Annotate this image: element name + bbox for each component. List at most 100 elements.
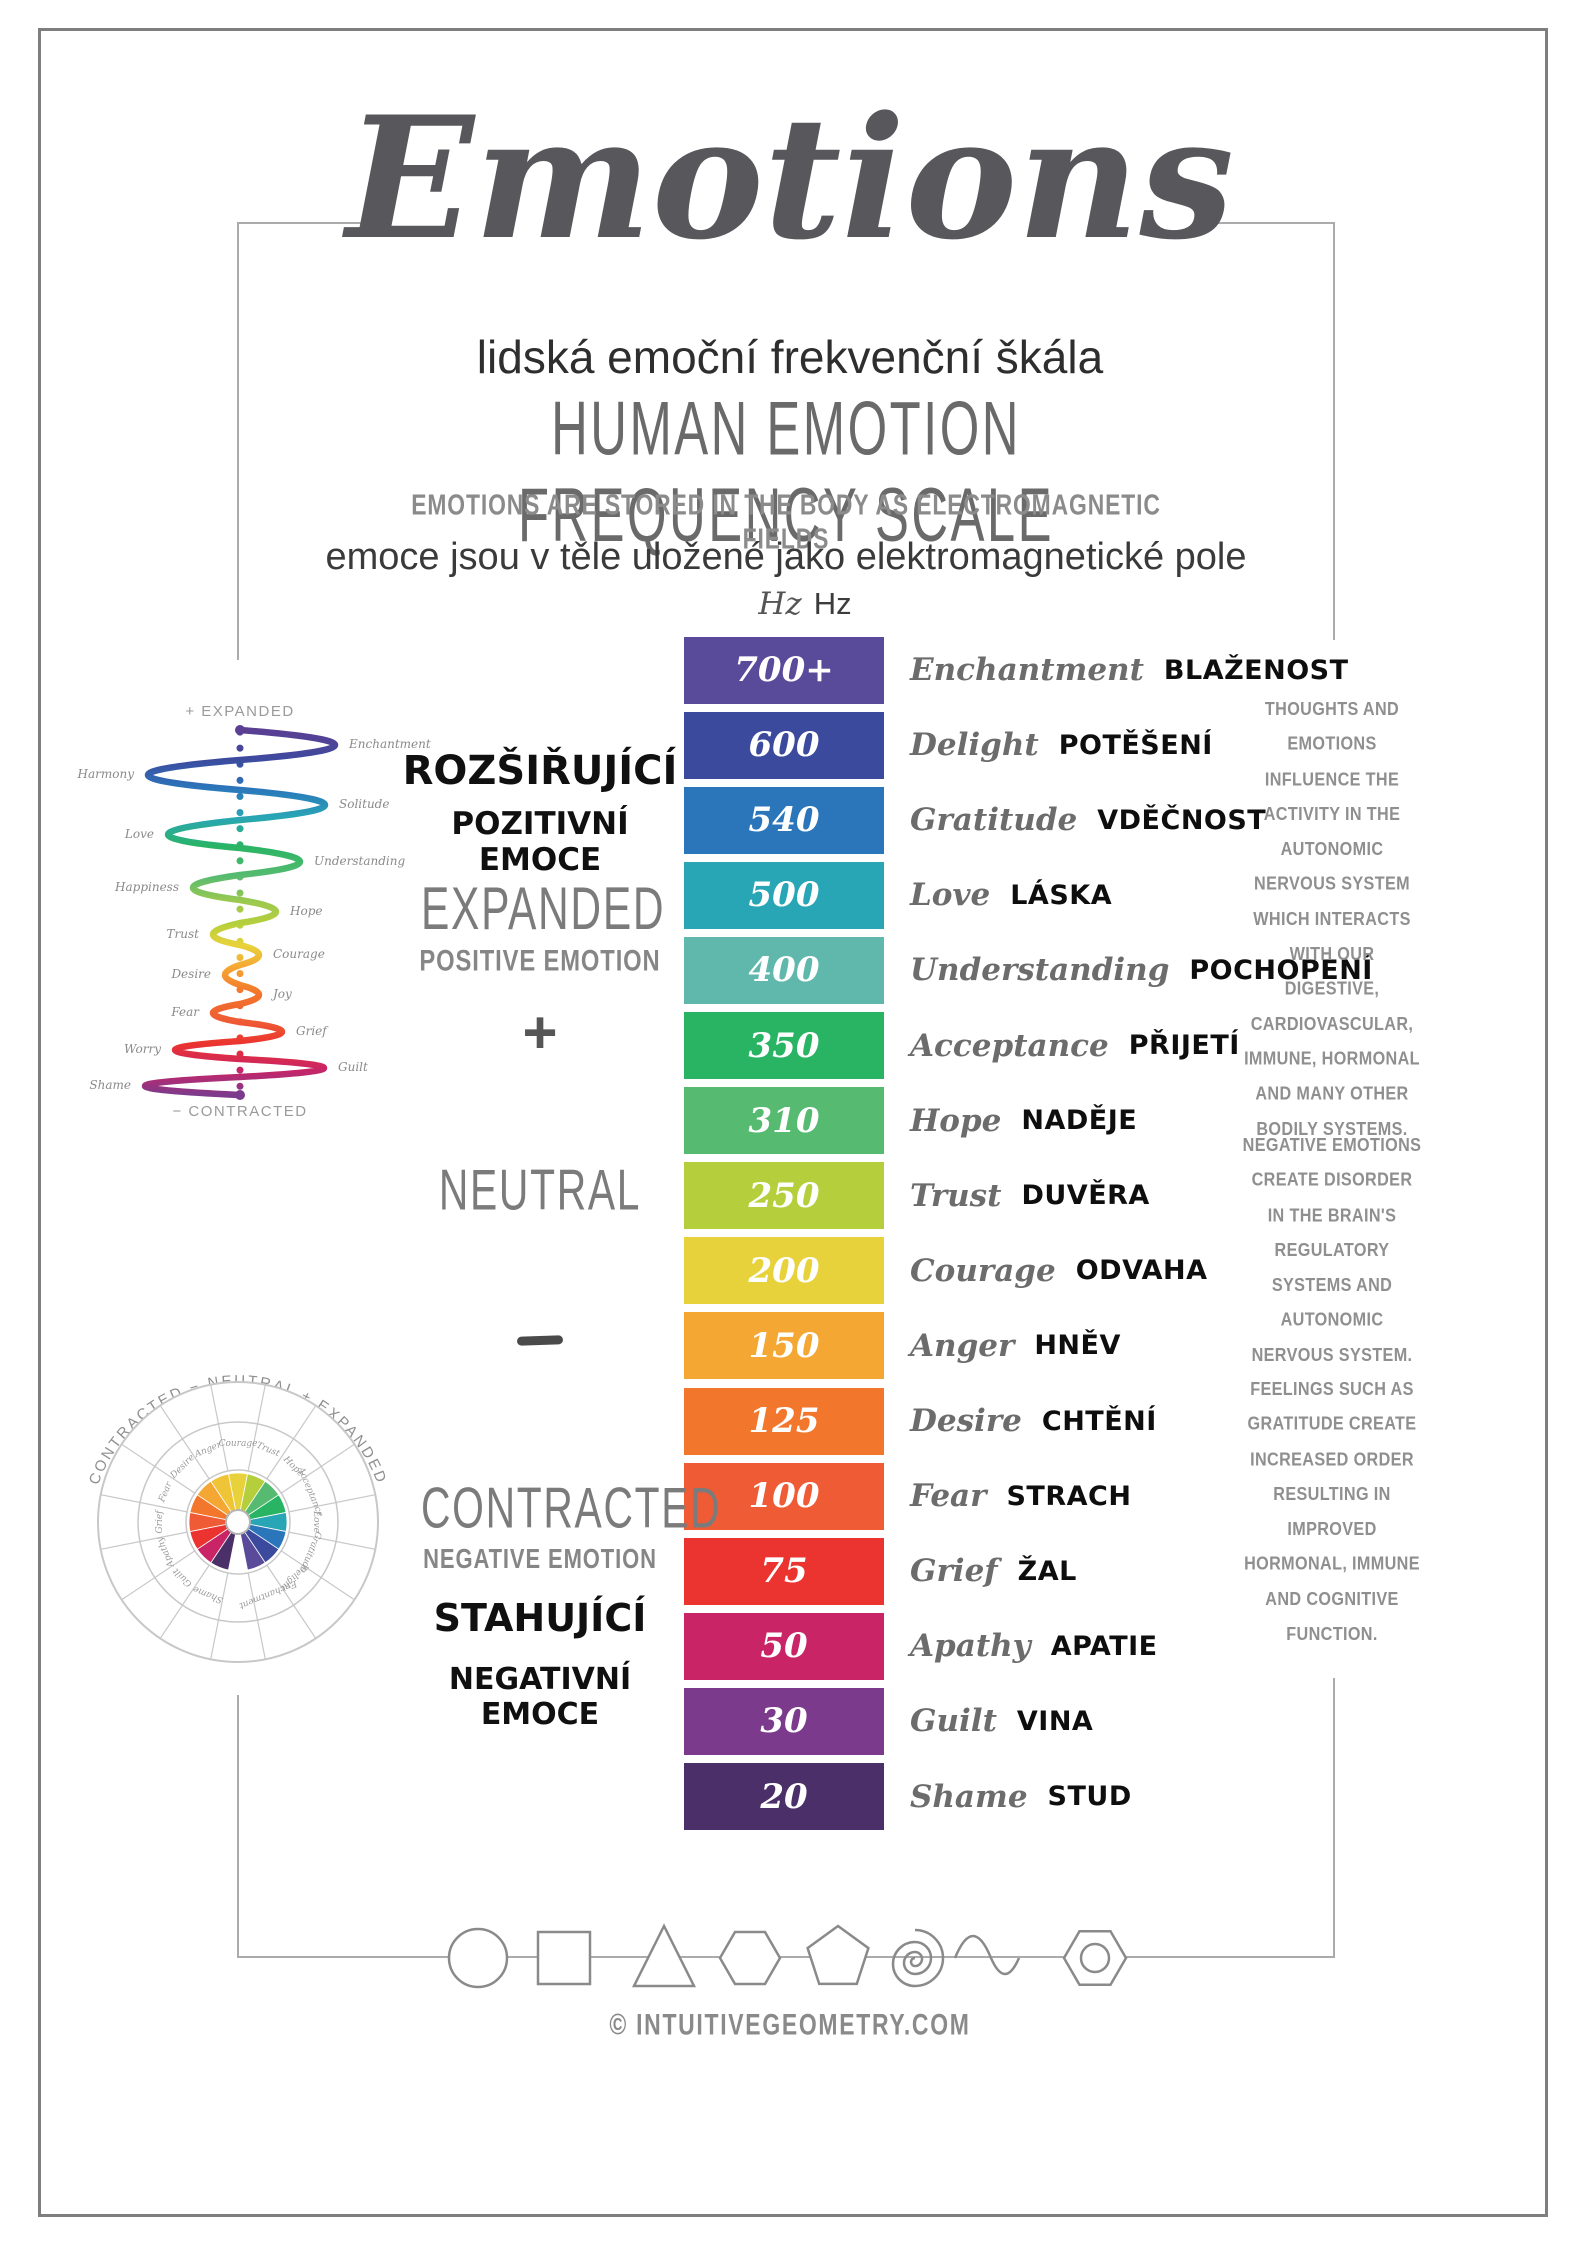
- emotion-czech: APATIE: [1050, 1630, 1158, 1662]
- scale-row: 50 Apathy APATIE: [684, 1612, 1158, 1680]
- emotion-english: Love: [910, 877, 991, 914]
- svg-text:Grief: Grief: [155, 1509, 165, 1534]
- frequency-value: 20: [760, 1776, 808, 1817]
- scale-row: 125 Desire CHTĚNÍ: [684, 1387, 1157, 1455]
- subtitle-czech: lidská emoční frekvenční škála: [476, 331, 1104, 383]
- scale-row: 250 Trust DUVĚRA: [684, 1162, 1150, 1230]
- scale-row: 150 Anger HNĚV: [684, 1312, 1121, 1380]
- svg-text:Courage: Courage: [273, 947, 325, 961]
- emotion-czech: ŽAL: [1017, 1555, 1077, 1587]
- spiral-emotion-labels: Enchantment Harmony Solitude Love Understand…: [77, 737, 431, 1092]
- info-paragraph-3: FEELINGS SUCH AS GRATITUDE CREATE INCREA…: [1244, 1378, 1420, 1645]
- title-english: HUMAN EMOTION FREQUENCY SCALE: [517, 387, 1055, 559]
- svg-text:Hope: Hope: [289, 904, 322, 918]
- emotion-czech: LÁSKA: [1010, 879, 1113, 911]
- wheel-color-wedges: [188, 1472, 288, 1571]
- spiral-bottom-label: − CONTRACTED: [172, 1103, 307, 1120]
- scale-row: 400 Understanding POCHOPENÍ: [684, 936, 1373, 1004]
- scale-row: 20 Shame STUD: [684, 1763, 1132, 1831]
- pentagon-shape: [806, 1924, 870, 1986]
- emotion-english: Acceptance: [910, 1027, 1109, 1064]
- svg-text:Worry: Worry: [124, 1042, 161, 1056]
- triangle-shape: [631, 1923, 697, 1988]
- inner-frame-right-upper: [1333, 222, 1335, 640]
- frequency-value: 100: [748, 1476, 820, 1517]
- svg-text:Love: Love: [311, 1510, 321, 1533]
- inner-frame-top-left: [237, 222, 367, 224]
- label-negative-emotion: NEGATIVE EMOTION: [423, 1544, 657, 1575]
- frequency-bar: 310: [684, 1087, 884, 1155]
- emotion-czech: HNĚV: [1034, 1330, 1121, 1362]
- emotion-english: Understanding: [910, 952, 1170, 989]
- svg-text:Joy: Joy: [270, 987, 292, 1001]
- svg-text:Understanding: Understanding: [314, 854, 405, 868]
- info-paragraph-1: THOUGHTS AND EMOTIONS INFLUENCE THE ACTI…: [1244, 698, 1420, 1139]
- sacred-geometry-row: [447, 1923, 1128, 1989]
- frequency-bar: 350: [684, 1012, 884, 1079]
- outer-border: [38, 28, 1548, 2217]
- label-negativni-emoce: NEGATIVNÍ EMOCE: [448, 1662, 632, 1732]
- emotion-english: Desire: [910, 1403, 1022, 1439]
- emotion-english: Apathy: [910, 1628, 1031, 1665]
- frequency-value: 250: [748, 1175, 820, 1216]
- copyright-text: © INTUITIVEGEOMETRY.COM: [609, 2008, 971, 2041]
- frequency-value: 200: [748, 1250, 820, 1291]
- spiral-top-label: + EXPANDED: [185, 703, 294, 720]
- scale-row: 700+ Enchantment BLAŽENOST: [684, 636, 1349, 704]
- hex-nut-inner-circle: [1079, 1942, 1111, 1974]
- wheel-center-hub: [225, 1509, 251, 1535]
- frequency-bar: 125: [684, 1387, 884, 1455]
- emotion-english: Fear: [910, 1478, 987, 1515]
- emotion-czech: BLAŽENOST: [1163, 654, 1349, 686]
- circle-shape: [447, 1927, 509, 1989]
- svg-text:Guilt: Guilt: [338, 1060, 368, 1074]
- label-neutral: NEUTRAL: [438, 1159, 642, 1223]
- wheel-middle-ring: [137, 1421, 339, 1623]
- emotion-czech: PŘIJETÍ: [1128, 1030, 1240, 1061]
- spiral-wave-path: [142, 726, 338, 1099]
- inner-frame-bottom: [237, 1956, 1335, 1958]
- emotion-spiral-graphic: + EXPANDED Enchantment Harmony Solitude Lov…: [77, 703, 431, 1120]
- page-title: Emotions: [345, 79, 1235, 277]
- plus-sign: +: [522, 999, 558, 1066]
- svg-text:Shame: Shame: [89, 1078, 131, 1092]
- emotion-english: Enchantment: [910, 652, 1144, 688]
- frequency-bar: 500: [684, 861, 884, 929]
- label-positive-emotion: POSITIVE EMOTION: [419, 944, 661, 977]
- tagline-english: EMOTIONS ARE STORED IN THE BODY AS ELECT…: [411, 488, 1161, 556]
- scale-row: 100 Fear STRACH: [684, 1462, 1131, 1530]
- frequency-value: 400: [748, 950, 820, 991]
- label-expanded: EXPANDED: [421, 875, 666, 943]
- wheel-spokes: [100, 1384, 376, 1660]
- frequency-value: 700+: [734, 650, 834, 690]
- svg-text:Trust: Trust: [167, 927, 200, 941]
- frequency-bar: 600: [684, 711, 884, 779]
- emotion-czech: ODVAHA: [1075, 1255, 1208, 1287]
- svg-text:Love: Love: [124, 827, 154, 841]
- svg-text:Grief: Grief: [296, 1024, 329, 1038]
- frequency-value: 540: [748, 800, 820, 841]
- frequency-value: 310: [748, 1100, 820, 1141]
- emotion-english: Delight: [910, 727, 1039, 764]
- spiral-shape: [891, 1928, 945, 1988]
- frequency-bar: 100: [684, 1462, 884, 1530]
- inner-frame-left-upper: [237, 222, 239, 660]
- emotion-english: Trust: [910, 1177, 1002, 1214]
- hz-axis-label: Hz Hz: [725, 586, 885, 622]
- tagline-czech: emoce jsou v těle uložené jako elektroma…: [325, 536, 1247, 578]
- scale-row: 310 Hope NADĚJE: [684, 1087, 1137, 1155]
- frequency-value: 75: [760, 1551, 808, 1592]
- frequency-bar: 250: [684, 1162, 884, 1230]
- scale-row: 200 Courage ODVAHA: [684, 1237, 1208, 1305]
- frequency-bar: 150: [684, 1312, 884, 1380]
- scale-row: 540 Gratitude VDĚČNOST: [684, 786, 1266, 854]
- emotion-color-wheel: CONTRACTED − NEUTRAL + EXPANDED CourageT…: [86, 1372, 388, 1663]
- inner-frame-top-right: [1195, 222, 1335, 224]
- wave-shape: [953, 1935, 1021, 1976]
- svg-text:Enchantment: Enchantment: [348, 737, 431, 751]
- inner-frame-right-lower: [1333, 1678, 1335, 1957]
- label-stahujici: STAHUJÍCÍ: [433, 1596, 647, 1640]
- emotion-czech: STUD: [1047, 1781, 1132, 1812]
